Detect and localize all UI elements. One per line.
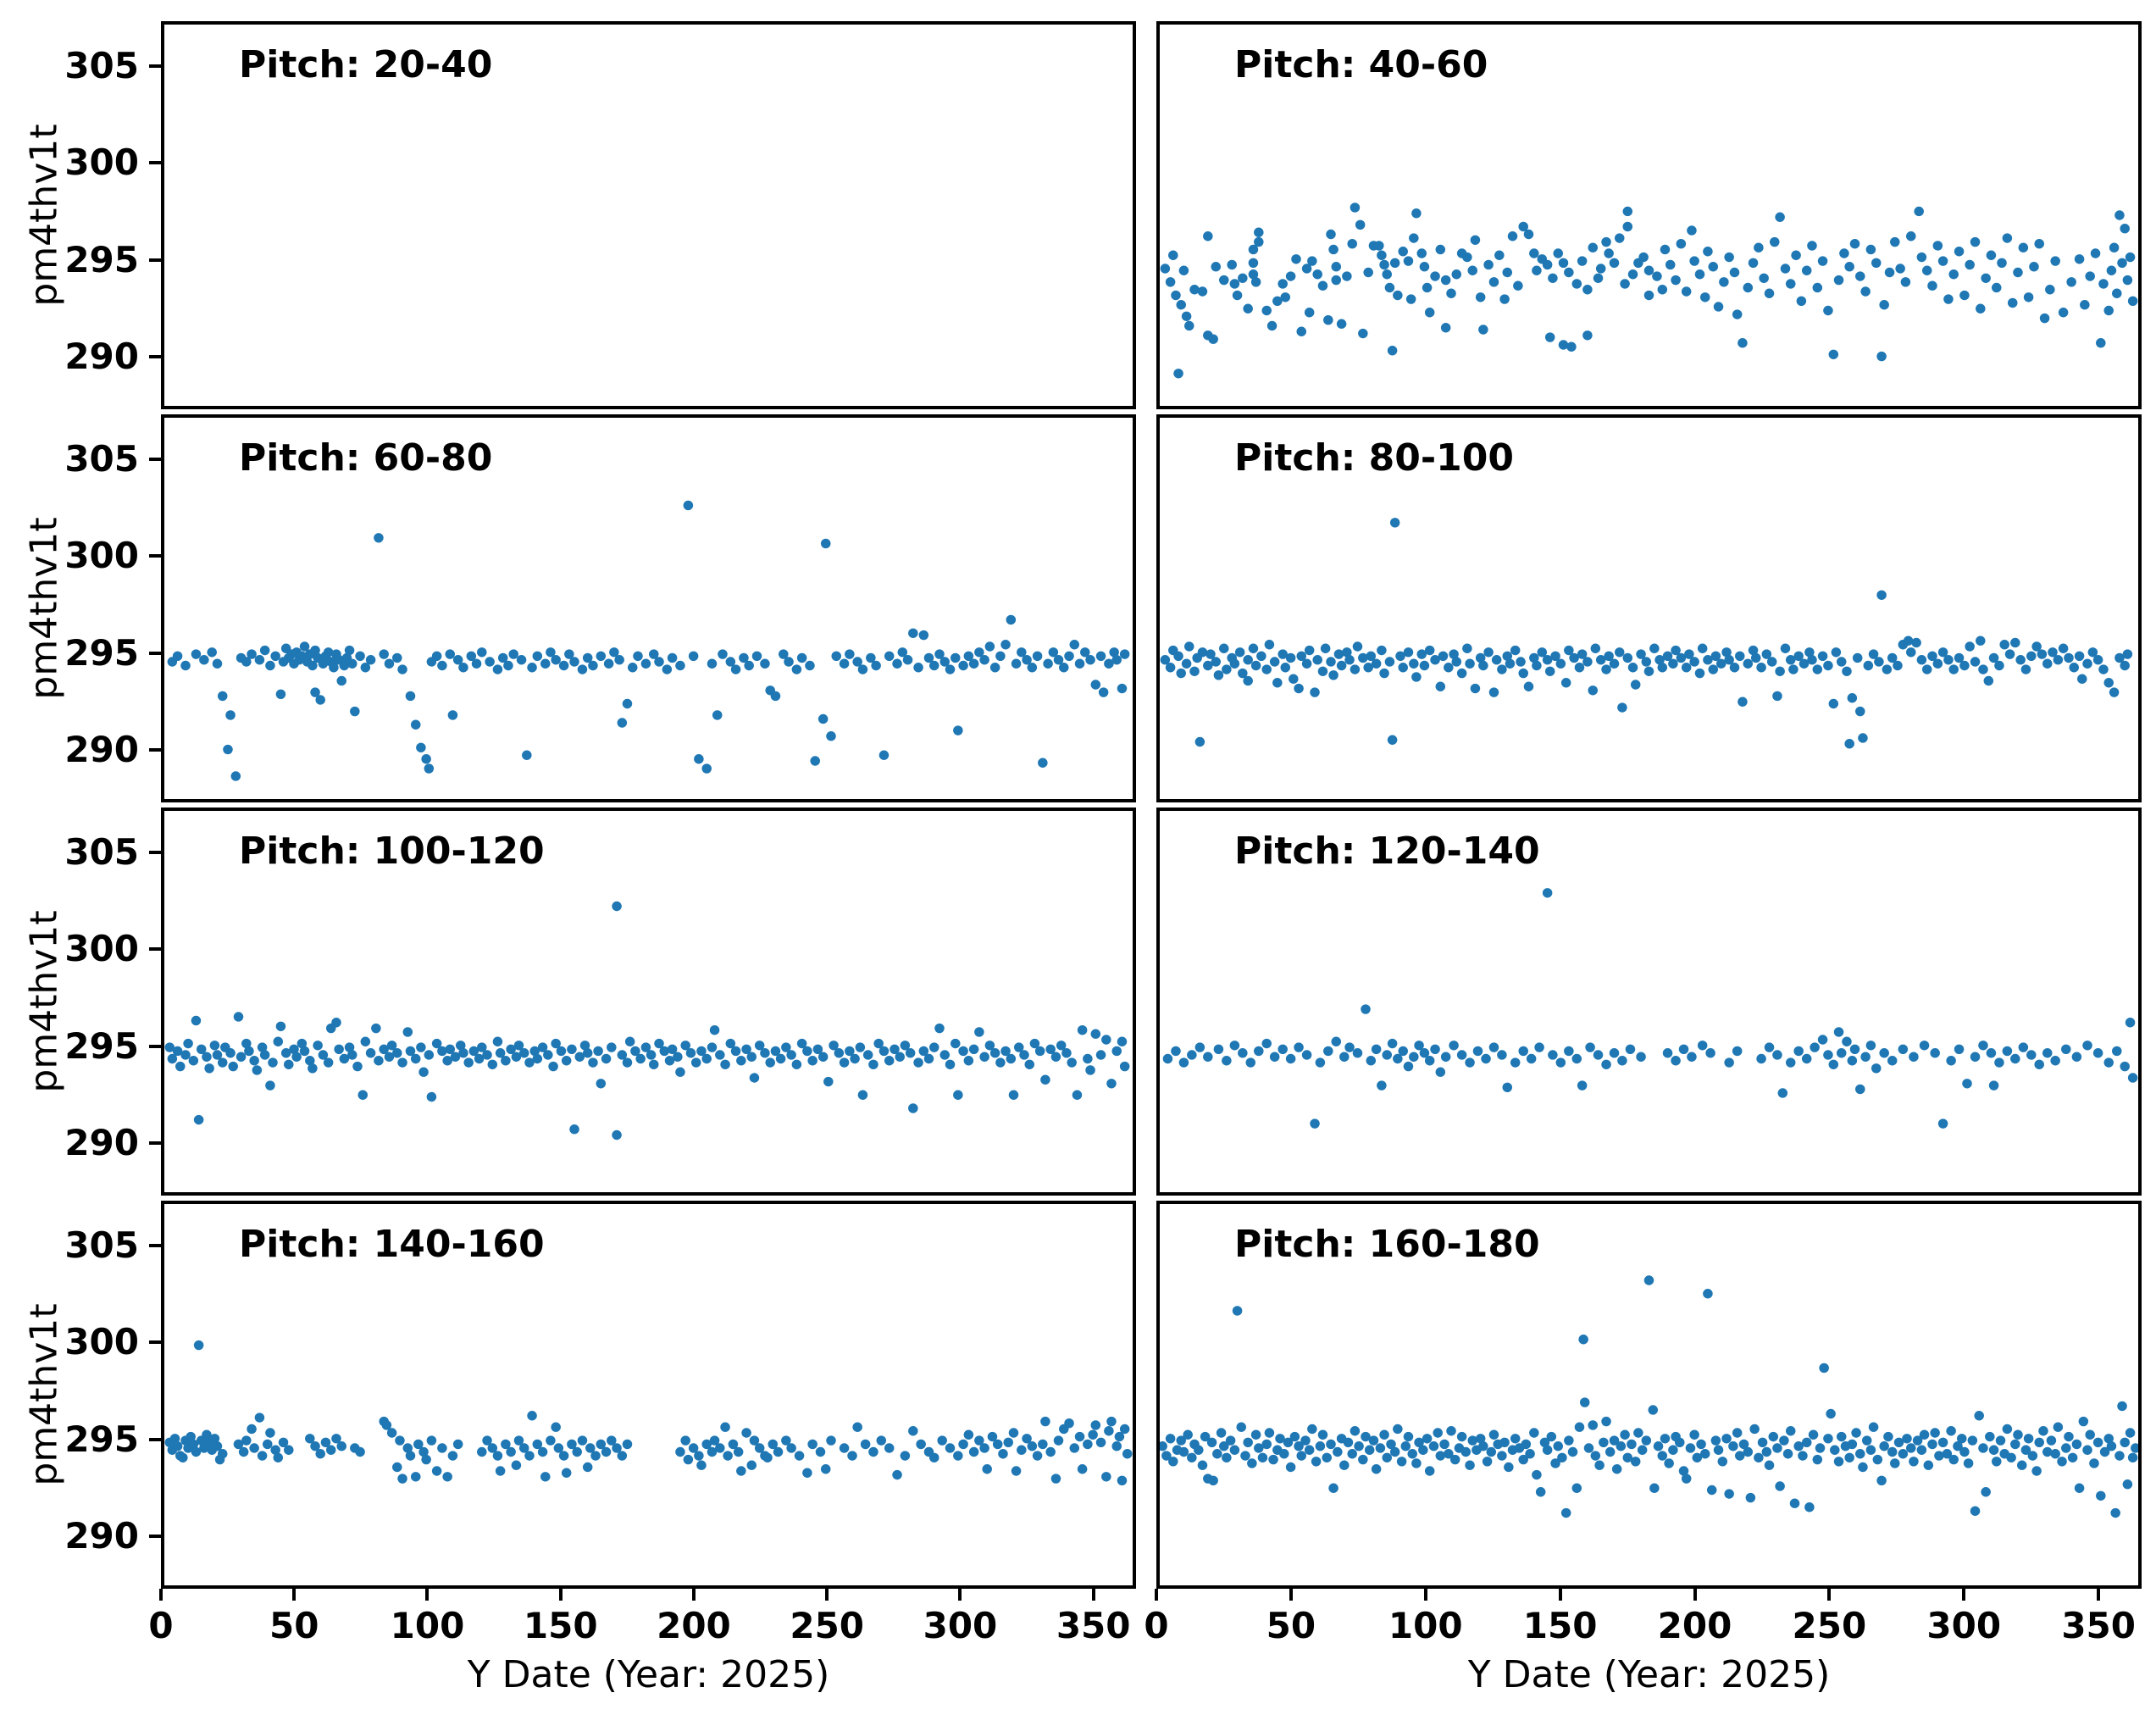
- y-tick-label: 305: [64, 830, 139, 873]
- x-tick-label: 350: [1056, 1605, 1131, 1646]
- y-tick-mark: [149, 947, 161, 952]
- x-tick-label: 350: [2061, 1605, 2136, 1646]
- panel-title-pitch-140-160: Pitch: 140-160: [239, 1223, 545, 1266]
- scatter-panel-pitch-120-140: [1156, 808, 2142, 1196]
- scatter-panel-pitch-140-160: [161, 1201, 1136, 1589]
- x-axis-label: Y Date (Year: 2025): [1467, 1653, 1831, 1696]
- x-tick-mark: [292, 1589, 297, 1601]
- y-tick-mark: [149, 651, 161, 655]
- y-tick-label: 295: [64, 238, 139, 280]
- panel-title-pitch-80-100: Pitch: 80-100: [1234, 436, 1515, 480]
- x-tick-mark: [425, 1589, 430, 1601]
- x-tick-label: 250: [1792, 1605, 1867, 1646]
- y-tick-mark: [149, 64, 161, 68]
- x-tick-mark: [1423, 1589, 1427, 1601]
- y-axis-label: pm4thv1t: [22, 1303, 66, 1486]
- x-tick-mark: [691, 1589, 696, 1601]
- x-tick-mark: [1693, 1589, 1697, 1601]
- y-tick-label: 295: [64, 631, 139, 674]
- y-tick-mark: [149, 1437, 161, 1441]
- x-tick-label: 300: [1926, 1605, 2002, 1646]
- y-tick-mark: [149, 748, 161, 752]
- scatter-panel-pitch-20-40: [161, 21, 1136, 409]
- y-axis-label: pm4thv1t: [22, 124, 66, 307]
- x-tick-label: 300: [923, 1605, 998, 1646]
- panel-title-pitch-100-120: Pitch: 100-120: [239, 830, 545, 873]
- y-tick-label: 290: [64, 1122, 139, 1164]
- x-tick-label: 0: [1144, 1605, 1169, 1646]
- scatter-points-layer: [167, 500, 1130, 781]
- y-tick-mark: [149, 554, 161, 558]
- scatter-panel-pitch-80-100: [1156, 414, 2142, 802]
- y-tick-mark: [149, 1535, 161, 1539]
- x-tick-label: 150: [1522, 1605, 1598, 1646]
- scatter-points-layer: [1160, 203, 2138, 379]
- y-tick-mark: [149, 850, 161, 854]
- scatter-points-layer: [164, 901, 1130, 1141]
- y-tick-mark: [149, 457, 161, 461]
- panel-title-pitch-20-40: Pitch: 20-40: [239, 43, 493, 86]
- y-tick-label: 305: [64, 1224, 139, 1266]
- y-axis-label: pm4thv1t: [22, 910, 66, 1093]
- x-tick-label: 100: [390, 1605, 465, 1646]
- x-tick-mark: [1289, 1589, 1293, 1601]
- panel-title-pitch-120-140: Pitch: 120-140: [1234, 830, 1540, 873]
- x-tick-mark: [159, 1589, 163, 1601]
- panel-title-pitch-40-60: Pitch: 40-60: [1234, 43, 1488, 86]
- y-tick-label: 305: [64, 44, 139, 86]
- x-tick-mark: [1558, 1589, 1562, 1601]
- y-tick-label: 300: [64, 1321, 139, 1363]
- x-tick-label: 200: [657, 1605, 731, 1646]
- x-tick-mark: [558, 1589, 563, 1601]
- y-tick-label: 300: [64, 928, 139, 970]
- y-tick-label: 290: [64, 729, 139, 771]
- scatter-points-layer: [1160, 518, 2133, 749]
- panel-title-pitch-160-180: Pitch: 160-180: [1234, 1223, 1540, 1266]
- y-tick-mark: [149, 1340, 161, 1345]
- y-tick-label: 305: [64, 437, 139, 480]
- x-tick-label: 100: [1388, 1605, 1463, 1646]
- y-tick-label: 290: [64, 1515, 139, 1557]
- y-tick-label: 295: [64, 1024, 139, 1067]
- y-tick-mark: [149, 1044, 161, 1048]
- x-tick-label: 50: [1266, 1605, 1316, 1646]
- x-tick-mark: [1091, 1589, 1095, 1601]
- y-tick-label: 300: [64, 142, 139, 184]
- x-tick-label: 50: [269, 1605, 319, 1646]
- y-tick-label: 290: [64, 336, 139, 378]
- x-tick-mark: [1155, 1589, 1158, 1601]
- y-tick-mark: [149, 1141, 161, 1146]
- x-tick-mark: [2097, 1589, 2101, 1601]
- x-tick-mark: [825, 1589, 829, 1601]
- x-tick-label: 200: [1657, 1605, 1732, 1646]
- scatter-panel-pitch-40-60: [1156, 21, 2142, 409]
- panel-title-pitch-60-80: Pitch: 60-80: [239, 436, 493, 480]
- x-tick-label: 0: [148, 1605, 174, 1646]
- x-tick-mark: [1962, 1589, 1966, 1601]
- x-tick-label: 250: [790, 1605, 865, 1646]
- scatter-points-layer: [1162, 888, 2138, 1129]
- y-axis-label: pm4thv1t: [22, 517, 66, 700]
- x-axis-label: Y Date (Year: 2025): [467, 1653, 830, 1696]
- y-tick-mark: [149, 258, 161, 262]
- scatter-points-layer: [1160, 1275, 2138, 1518]
- x-tick-mark: [1827, 1589, 1832, 1601]
- scatter-panel-pitch-160-180: [1156, 1201, 2142, 1589]
- scatter-points-layer: [164, 1340, 1133, 1485]
- y-tick-mark: [149, 1243, 161, 1247]
- x-tick-label: 150: [523, 1605, 598, 1646]
- y-tick-label: 300: [64, 535, 139, 577]
- y-tick-mark: [149, 355, 161, 359]
- y-tick-mark: [149, 161, 161, 165]
- scatter-panel-pitch-100-120: [161, 808, 1136, 1196]
- y-tick-label: 295: [64, 1418, 139, 1460]
- scatter-panel-pitch-60-80: [161, 414, 1136, 802]
- x-tick-mark: [958, 1589, 962, 1601]
